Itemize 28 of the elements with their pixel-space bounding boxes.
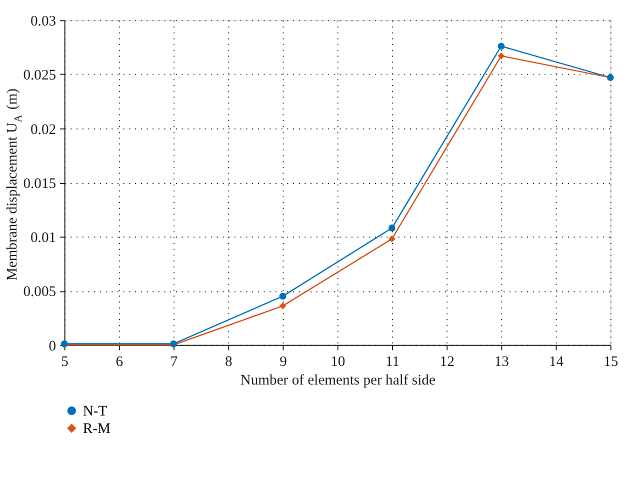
y-tick-label: 0.005 <box>23 284 56 300</box>
y-tick-label: 0.025 <box>23 68 56 84</box>
y-tick-label: 0.015 <box>23 176 56 192</box>
y-axis-title: Membrane displacement UA (m) <box>4 88 24 281</box>
legend-label: R-M <box>82 421 110 438</box>
x-tick-label: 15 <box>604 354 618 370</box>
y-tick-label: 0.03 <box>30 14 56 30</box>
x-tick-label: 11 <box>385 354 400 370</box>
point <box>279 292 286 300</box>
x-tick-label: 8 <box>225 354 232 370</box>
x-tick-label: 10 <box>330 354 346 370</box>
point <box>498 42 505 50</box>
point <box>388 224 396 232</box>
x-tick-label: 14 <box>548 354 564 370</box>
x-axis-title: Number of elements per half side <box>240 372 436 388</box>
x-tick-label: 7 <box>170 354 178 370</box>
point <box>388 235 396 242</box>
legend-label: N-T <box>82 404 108 420</box>
x-tick-label: 6 <box>116 354 124 370</box>
point <box>498 52 505 60</box>
x-tick-label: 13 <box>494 354 509 370</box>
y-tick-label: 0.01 <box>30 230 56 246</box>
x-tick-label: 12 <box>440 354 454 370</box>
point <box>279 302 286 310</box>
x-tick-label: 9 <box>280 354 287 370</box>
y-tick-label: 0.02 <box>30 122 56 138</box>
x-tick-label: 5 <box>61 354 68 370</box>
y-tick-label: 0 <box>48 338 56 354</box>
